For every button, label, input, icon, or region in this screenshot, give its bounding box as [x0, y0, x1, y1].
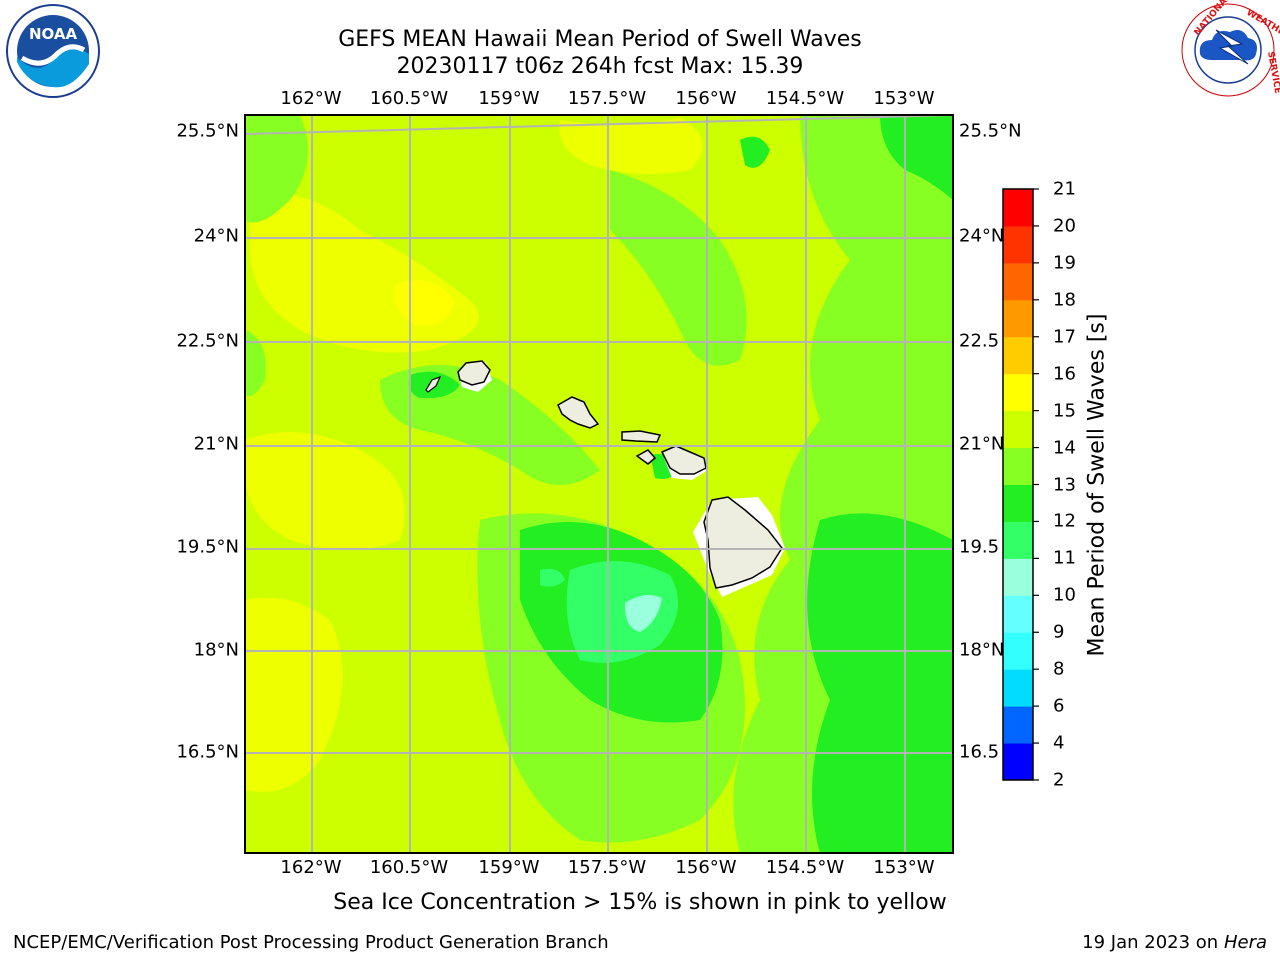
noaa-logo-text: NOAA	[29, 25, 78, 43]
colorbar-swatch	[1003, 299, 1033, 338]
lon-label-top: 154.5°W	[765, 88, 845, 109]
lon-label-bottom: 154.5°W	[765, 857, 845, 878]
colorbar-tick-label: 19	[1053, 252, 1076, 274]
lat-label-right: 16.5	[959, 741, 1000, 763]
lat-label-left: 24°N	[193, 225, 239, 247]
footer-date: 19 Jan 2023 on Hera	[1082, 932, 1267, 953]
colorbar-swatch	[1003, 336, 1033, 375]
footer-date-text: 19 Jan 2023 on	[1082, 932, 1219, 953]
lon-label-top: 160.5°W	[369, 88, 449, 109]
colorbar-tick-label: 13	[1053, 474, 1076, 495]
lon-label-top: 156°W	[675, 88, 737, 109]
colorbar-swatch	[1003, 262, 1033, 301]
chart-subtitle: 20230117 t06z 264h fcst Max: 15.39	[396, 54, 804, 79]
lon-label-bottom: 162°W	[280, 857, 342, 878]
lat-label-left: 16.5°N	[176, 741, 239, 763]
sea-ice-note: Sea Ice Concentration > 15% is shown in …	[333, 890, 947, 915]
colorbar-tick-label: 15	[1053, 400, 1076, 422]
colorbar	[1002, 188, 1039, 781]
lon-label-bottom: 159°W	[478, 857, 540, 878]
colorbar-tick-label: 17	[1053, 326, 1076, 348]
colorbar-swatch	[1003, 225, 1033, 264]
lat-label-right: 25.5°N	[959, 120, 1022, 142]
colorbar-swatch	[1003, 521, 1033, 559]
footer-machine: Hera	[1223, 932, 1267, 953]
lat-label-right: 21°N	[959, 433, 1005, 455]
colorbar-swatch	[1003, 706, 1033, 744]
lon-label-top: 162°W	[280, 88, 342, 109]
lat-label-right: 18°N	[959, 639, 1005, 661]
colorbar-tick-label: 10	[1053, 584, 1076, 606]
lat-label-left: 25.5°N	[176, 120, 239, 142]
colorbar-swatch	[1003, 743, 1033, 781]
map-frame	[244, 114, 954, 854]
lat-label-right: 19.5	[959, 536, 1000, 558]
lat-label-left: 22.5°N	[176, 330, 239, 352]
contour-field	[245, 115, 953, 853]
lon-label-top: 159°W	[478, 88, 540, 109]
colorbar-tick-label: 8	[1053, 658, 1065, 680]
colorbar-swatch	[1003, 484, 1033, 522]
lat-label-left: 18°N	[193, 639, 239, 661]
colorbar-swatch	[1003, 447, 1033, 485]
lat-label-right: 22.5	[959, 330, 1000, 352]
colorbar-swatch	[1003, 189, 1033, 227]
colorbar-tick-label: 11	[1053, 547, 1076, 569]
colorbar-title: Mean Period of Swell Waves [s]	[1084, 313, 1110, 657]
colorbar-tick-label: 6	[1053, 695, 1065, 717]
colorbar-tick-label: 18	[1053, 289, 1076, 311]
colorbar-tick-label: 16	[1053, 363, 1076, 385]
lon-label-bottom: 153°W	[873, 857, 935, 878]
colorbar-swatch	[1003, 669, 1033, 707]
graticule	[245, 115, 953, 853]
colorbar-swatch	[1003, 373, 1033, 412]
lon-label-top: 157.5°W	[567, 88, 647, 109]
lat-label-left: 21°N	[193, 433, 239, 455]
colorbar-tick-label: 21	[1053, 178, 1076, 200]
colorbar-tick-label: 12	[1053, 510, 1076, 532]
colorbar-tick-label: 20	[1053, 215, 1076, 237]
colorbar-swatch	[1003, 632, 1033, 670]
colorbar-swatch	[1003, 595, 1033, 633]
lat-label-right: 24°N	[959, 225, 1005, 247]
noaa-logo: NOAA	[6, 4, 100, 98]
nws-logo: NATIONAL WEATHER SERVICE	[1181, 0, 1280, 97]
chart-title: GEFS MEAN Hawaii Mean Period of Swell Wa…	[338, 27, 862, 52]
colorbar-swatch	[1003, 558, 1033, 596]
colorbar-tick-label: 9	[1053, 621, 1065, 643]
lat-label-left: 19.5°N	[176, 536, 239, 558]
lon-label-top: 153°W	[873, 88, 935, 109]
colorbar-tick-label: 14	[1053, 437, 1076, 459]
colorbar-tick-label: 4	[1053, 732, 1065, 754]
colorbar-swatch	[1003, 410, 1033, 449]
colorbar-tick-label: 2	[1053, 769, 1065, 791]
footer-credit: NCEP/EMC/Verification Post Processing Pr…	[13, 932, 609, 953]
lon-label-bottom: 156°W	[675, 857, 737, 878]
lon-label-bottom: 157.5°W	[567, 857, 647, 878]
lon-label-bottom: 160.5°W	[369, 857, 449, 878]
